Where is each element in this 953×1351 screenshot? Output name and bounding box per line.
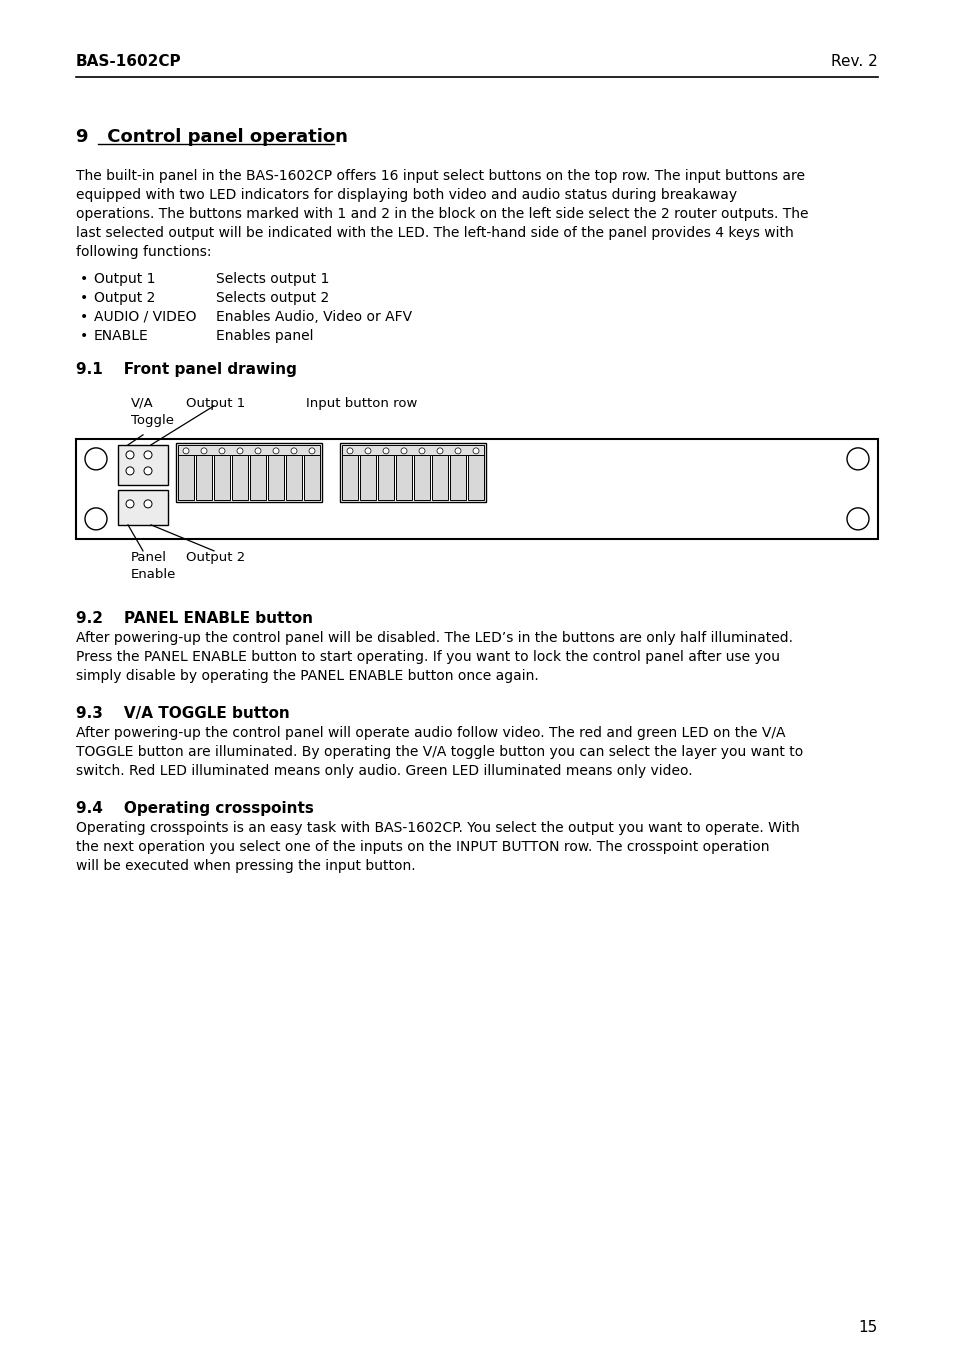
Circle shape xyxy=(418,449,424,454)
Circle shape xyxy=(309,449,314,454)
Circle shape xyxy=(85,449,107,470)
Text: equipped with two LED indicators for displaying both video and audio status duri: equipped with two LED indicators for dis… xyxy=(76,188,737,201)
Circle shape xyxy=(846,449,868,470)
Text: 15: 15 xyxy=(858,1320,877,1335)
Text: Selects output 1: Selects output 1 xyxy=(215,272,329,286)
Bar xyxy=(250,455,266,500)
Bar xyxy=(195,455,212,500)
Text: Selects output 2: Selects output 2 xyxy=(215,290,329,305)
Text: 9.2    PANEL ENABLE button: 9.2 PANEL ENABLE button xyxy=(76,611,313,626)
Text: following functions:: following functions: xyxy=(76,245,212,259)
Text: TOGGLE button are illuminated. By operating the V/A toggle button you can select: TOGGLE button are illuminated. By operat… xyxy=(76,744,802,759)
Text: •: • xyxy=(80,328,89,343)
Text: 9.4    Operating crosspoints: 9.4 Operating crosspoints xyxy=(76,801,314,816)
Circle shape xyxy=(273,449,278,454)
Circle shape xyxy=(347,449,353,454)
Text: the next operation you select one of the inputs on the INPUT BUTTON row. The cro: the next operation you select one of the… xyxy=(76,840,769,854)
Circle shape xyxy=(254,449,261,454)
Text: Enables panel: Enables panel xyxy=(215,328,314,343)
Text: The built-in panel in the BAS-1602CP offers 16 input select buttons on the top r: The built-in panel in the BAS-1602CP off… xyxy=(76,169,804,182)
Circle shape xyxy=(126,500,133,508)
Text: •: • xyxy=(80,272,89,286)
Text: Rev. 2: Rev. 2 xyxy=(830,54,877,69)
Text: Output 2: Output 2 xyxy=(186,551,245,563)
Circle shape xyxy=(455,449,460,454)
Text: AUDIO / VIDEO: AUDIO / VIDEO xyxy=(94,309,196,324)
Text: BAS-1602CP: BAS-1602CP xyxy=(76,54,181,69)
Bar xyxy=(377,455,394,500)
Text: operations. The buttons marked with 1 and 2 in the block on the left side select: operations. The buttons marked with 1 an… xyxy=(76,207,807,220)
Text: Operating crosspoints is an easy task with BAS-1602CP. You select the output you: Operating crosspoints is an easy task wi… xyxy=(76,821,799,835)
Circle shape xyxy=(126,451,133,459)
Bar xyxy=(178,455,193,500)
Bar xyxy=(432,455,448,500)
Bar xyxy=(414,455,430,500)
Bar xyxy=(232,455,248,500)
Text: 9   Control panel operation: 9 Control panel operation xyxy=(76,128,348,146)
Text: Enable: Enable xyxy=(131,567,176,581)
Circle shape xyxy=(201,449,207,454)
Circle shape xyxy=(400,449,407,454)
Text: will be executed when pressing the input button.: will be executed when pressing the input… xyxy=(76,859,416,873)
Text: 9.3    V/A TOGGLE button: 9.3 V/A TOGGLE button xyxy=(76,705,290,721)
Bar xyxy=(178,444,319,455)
Bar xyxy=(450,455,465,500)
Bar xyxy=(175,443,322,501)
Circle shape xyxy=(183,449,189,454)
Text: Output 2: Output 2 xyxy=(94,290,155,305)
Text: Enables Audio, Video or AFV: Enables Audio, Video or AFV xyxy=(215,309,412,324)
Bar xyxy=(339,443,485,501)
Circle shape xyxy=(846,508,868,530)
Text: Input button row: Input button row xyxy=(306,397,416,409)
Bar xyxy=(118,444,168,485)
Text: switch. Red LED illuminated means only audio. Green LED illuminated means only v: switch. Red LED illuminated means only a… xyxy=(76,763,692,778)
Bar xyxy=(395,455,412,500)
Text: ENABLE: ENABLE xyxy=(94,328,149,343)
Text: Press the PANEL ENABLE button to start operating. If you want to lock the contro: Press the PANEL ENABLE button to start o… xyxy=(76,650,780,663)
Text: simply disable by operating the PANEL ENABLE button once again.: simply disable by operating the PANEL EN… xyxy=(76,669,538,682)
Text: 9.1    Front panel drawing: 9.1 Front panel drawing xyxy=(76,362,296,377)
Circle shape xyxy=(219,449,225,454)
Bar xyxy=(341,444,483,455)
Circle shape xyxy=(85,508,107,530)
Text: Panel: Panel xyxy=(131,551,167,563)
Text: After powering-up the control panel will operate audio follow video. The red and: After powering-up the control panel will… xyxy=(76,725,784,740)
Bar xyxy=(76,439,877,539)
Circle shape xyxy=(126,467,133,474)
Circle shape xyxy=(436,449,442,454)
Circle shape xyxy=(365,449,371,454)
Bar xyxy=(304,455,319,500)
Text: Toggle: Toggle xyxy=(131,413,173,427)
Circle shape xyxy=(291,449,296,454)
Text: •: • xyxy=(80,309,89,324)
Circle shape xyxy=(144,467,152,474)
Bar xyxy=(213,455,230,500)
Bar xyxy=(118,490,168,526)
Bar xyxy=(359,455,375,500)
Text: •: • xyxy=(80,290,89,305)
Circle shape xyxy=(144,500,152,508)
Circle shape xyxy=(473,449,478,454)
Bar xyxy=(341,455,357,500)
Circle shape xyxy=(144,451,152,459)
Text: Output 1: Output 1 xyxy=(186,397,245,409)
Bar xyxy=(268,455,284,500)
Text: After powering-up the control panel will be disabled. The LED’s in the buttons a: After powering-up the control panel will… xyxy=(76,631,792,644)
Circle shape xyxy=(236,449,243,454)
Bar xyxy=(468,455,483,500)
Text: Output 1: Output 1 xyxy=(94,272,155,286)
Text: last selected output will be indicated with the LED. The left-hand side of the p: last selected output will be indicated w… xyxy=(76,226,793,240)
Text: V/A: V/A xyxy=(131,397,153,409)
Bar xyxy=(286,455,302,500)
Circle shape xyxy=(382,449,389,454)
